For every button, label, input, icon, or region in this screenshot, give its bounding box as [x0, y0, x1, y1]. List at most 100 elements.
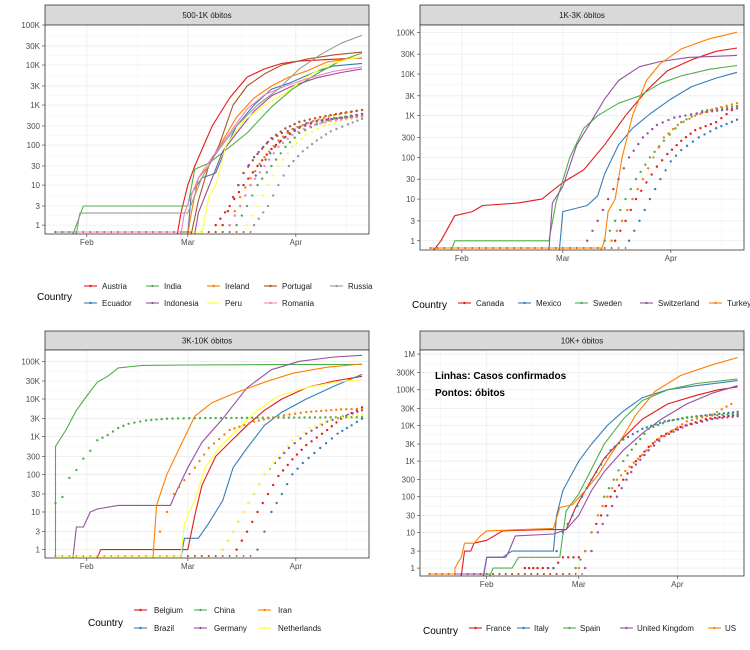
death-point-zero: [249, 231, 252, 233]
death-point-austria: [247, 177, 250, 180]
cases-line-spain: [429, 378, 738, 576]
legend-label: Ireland: [225, 282, 249, 291]
death-point-peru: [291, 145, 294, 149]
death-point-china: [204, 416, 207, 420]
death-point-turkey: [688, 117, 691, 120]
death-point-switzerland: [601, 208, 605, 212]
legend-key-point: [269, 301, 272, 305]
death-point-turkey: [671, 127, 675, 131]
death-point-us: [695, 417, 699, 420]
y-tick-label: 30: [31, 162, 40, 171]
death-point-portugal: [265, 142, 269, 145]
death-point-canada: [720, 116, 723, 120]
cases-line-portugal: [55, 51, 363, 234]
y-tick-label: 10: [31, 508, 40, 517]
death-point-france: [718, 416, 721, 419]
panel-border: [44, 24, 370, 235]
death-point-ireland: [286, 131, 289, 135]
death-point-france: [577, 556, 581, 559]
y-tick-label: 10K: [26, 61, 41, 70]
death-point-austria: [256, 164, 259, 168]
death-point-sweden: [624, 197, 627, 201]
death-point-brazil: [296, 467, 299, 470]
death-point-united-kingdom: [711, 417, 714, 421]
death-point-romania: [249, 183, 252, 187]
y-tick-label: 10K: [401, 70, 416, 79]
legend-label: US: [725, 624, 736, 633]
death-point-us: [676, 426, 679, 429]
death-point-germany: [331, 418, 334, 422]
death-point-switzerland: [637, 142, 640, 146]
death-point-mexico: [720, 124, 723, 128]
legend-item: Switzerland: [640, 299, 699, 308]
death-point-china: [127, 422, 130, 425]
death-point-united-kingdom: [590, 549, 593, 553]
legend-item: Austria: [84, 282, 127, 291]
death-point-peru: [261, 194, 264, 197]
death-point-united-kingdom: [634, 463, 638, 466]
cases-line-ireland: [55, 56, 363, 234]
death-point-canada: [640, 189, 643, 192]
death-point-netherlands: [351, 414, 354, 417]
death-point-romania: [350, 116, 353, 120]
death-point-zero: [186, 555, 189, 557]
death-point-mexico: [674, 154, 678, 157]
x-tick-label: Mar: [181, 562, 195, 571]
death-point-brazil: [275, 501, 278, 505]
legend-label: China: [214, 606, 235, 615]
death-point-portugal: [293, 122, 296, 126]
death-point-canada: [670, 148, 674, 151]
death-point-netherlands: [329, 418, 332, 422]
death-point-ireland: [312, 119, 315, 123]
death-point-indonesia: [298, 125, 301, 129]
legend-item: China: [194, 606, 235, 615]
death-point-peru: [245, 223, 249, 227]
death-point-austria: [251, 171, 255, 174]
y-tick-label: 10K: [401, 421, 416, 430]
death-point-united-kingdom: [620, 487, 623, 490]
death-point-switzerland: [596, 219, 599, 223]
death-point-canada: [680, 139, 683, 143]
death-point-turkey: [730, 103, 734, 106]
y-tick-label: 3K: [405, 92, 415, 101]
death-point-ireland: [317, 118, 320, 121]
death-point-russia: [306, 146, 309, 149]
death-point-spain: [690, 415, 694, 419]
death-point-spain: [666, 420, 669, 423]
plot-background: [420, 350, 744, 576]
death-point-netherlands: [247, 501, 251, 505]
death-point-ireland: [296, 125, 299, 129]
death-point-switzerland: [655, 123, 659, 127]
death-point-netherlands: [302, 430, 306, 434]
death-point-romania: [329, 119, 332, 123]
y-tick-label: 3K: [30, 82, 40, 91]
death-point-united-kingdom: [736, 415, 739, 418]
death-point-romania: [296, 130, 300, 134]
facet-title: 1K-3K óbitos: [559, 11, 605, 20]
cases-line-peru: [55, 56, 363, 234]
legend-label: India: [164, 282, 182, 291]
death-point-peru: [334, 121, 337, 124]
death-point-france: [532, 566, 535, 570]
death-point-italy: [645, 426, 648, 429]
death-point-iran: [217, 437, 221, 441]
death-point-sweden: [644, 163, 647, 166]
death-point-russia: [356, 119, 359, 122]
legend-label: Switzerland: [658, 299, 699, 308]
panel-3: 3K-10K óbitos 1 3 10 30 100 300 1K 3K 10K 30K 100K F…: [21, 330, 370, 633]
death-point-iran: [252, 420, 256, 423]
death-point-iran: [158, 530, 162, 533]
legend-key-point: [625, 626, 628, 630]
death-point-iran: [207, 446, 210, 450]
death-point-belgium: [335, 421, 338, 424]
death-point-mexico: [638, 219, 641, 223]
death-point-sweden: [639, 170, 642, 174]
death-point-romania: [272, 152, 275, 155]
death-point-italy: [650, 424, 653, 428]
death-point-italy: [580, 495, 584, 498]
legend-key-point: [713, 626, 716, 630]
death-point-china: [256, 416, 259, 419]
death-point-united-kingdom: [639, 458, 642, 462]
death-point-india: [256, 183, 259, 187]
death-point-united-kingdom: [700, 420, 704, 423]
